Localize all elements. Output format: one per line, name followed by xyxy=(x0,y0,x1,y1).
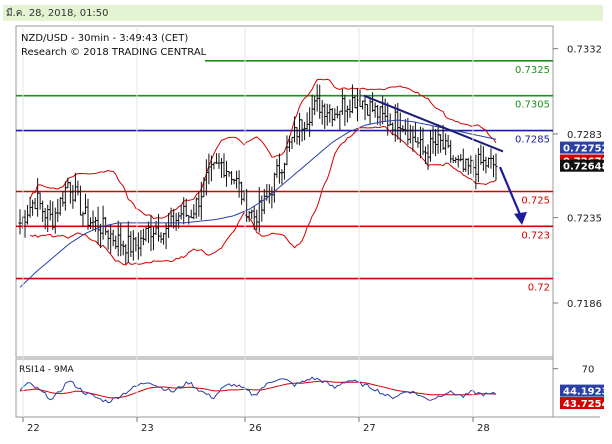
rsi-ma-line xyxy=(19,380,497,399)
rsi-tag-box xyxy=(560,397,604,410)
x-tick-label: 23 xyxy=(141,423,154,434)
price-tag-box xyxy=(560,159,604,172)
rsi-tag-label: 43.7254 xyxy=(563,399,609,410)
support-resistance-levels: 0.7325 0.7305 0.7285 0.725 0.723 0.72 xyxy=(16,60,553,294)
y-tick-label: 0.7283 xyxy=(567,130,602,141)
trend-line xyxy=(363,94,504,153)
forecast-arrow-shaft xyxy=(498,166,523,218)
date-banner: มี.ค. 28, 2018, 01:50 xyxy=(3,5,603,21)
rsi-tick-label: 70 xyxy=(582,365,595,376)
level-label: 0.7285 xyxy=(515,135,550,146)
price-bars xyxy=(18,84,498,265)
x-axis: 22 23 26 27 28 xyxy=(22,26,490,434)
forecast-arrow-head xyxy=(514,211,527,225)
level-label: 0.72 xyxy=(528,283,550,294)
price-tag-label: 0.72752 xyxy=(563,144,609,155)
rsi-line xyxy=(19,376,497,404)
chart-subtitle: Research © 2018 TRADING CENTRAL xyxy=(21,47,207,58)
price-tag-box xyxy=(560,141,604,154)
y-tick-label: 0.7235 xyxy=(567,214,602,225)
x-tick-label: 26 xyxy=(249,423,262,434)
bollinger-bands xyxy=(29,78,497,266)
level-label: 0.723 xyxy=(521,230,550,241)
top-bar: มี.ค. 28, 2018, 01:50 xyxy=(0,0,612,24)
level-label: 0.7305 xyxy=(515,100,550,111)
band-lower xyxy=(29,125,497,266)
chart-title: NZD/USD - 30min - 3:49:43 (CET) xyxy=(21,33,188,44)
y-axis: 0.7332 0.7283 0.7235 0.7186 xyxy=(553,45,602,310)
x-tick-label: 27 xyxy=(363,423,376,434)
y-tick-label: 0.7332 xyxy=(567,45,602,56)
rsi-tag-box xyxy=(560,384,604,397)
moving-average-line xyxy=(19,119,497,288)
x-tick-label: 22 xyxy=(27,423,40,434)
price-tag-label: 0.72648 xyxy=(563,162,609,173)
level-label: 0.725 xyxy=(521,196,550,207)
rsi-tag-label: 44.1923 xyxy=(563,387,609,398)
band-upper xyxy=(29,78,497,220)
rsi-label: RSI14 - 9MA xyxy=(19,365,75,375)
date-text: มี.ค. 28, 2018, 01:50 xyxy=(6,8,109,19)
x-tick-label: 28 xyxy=(477,423,490,434)
rsi-panel xyxy=(15,358,554,418)
y-tick-label: 0.7186 xyxy=(567,299,602,310)
level-label: 0.7325 xyxy=(515,65,550,76)
trend-overlays xyxy=(19,94,527,288)
